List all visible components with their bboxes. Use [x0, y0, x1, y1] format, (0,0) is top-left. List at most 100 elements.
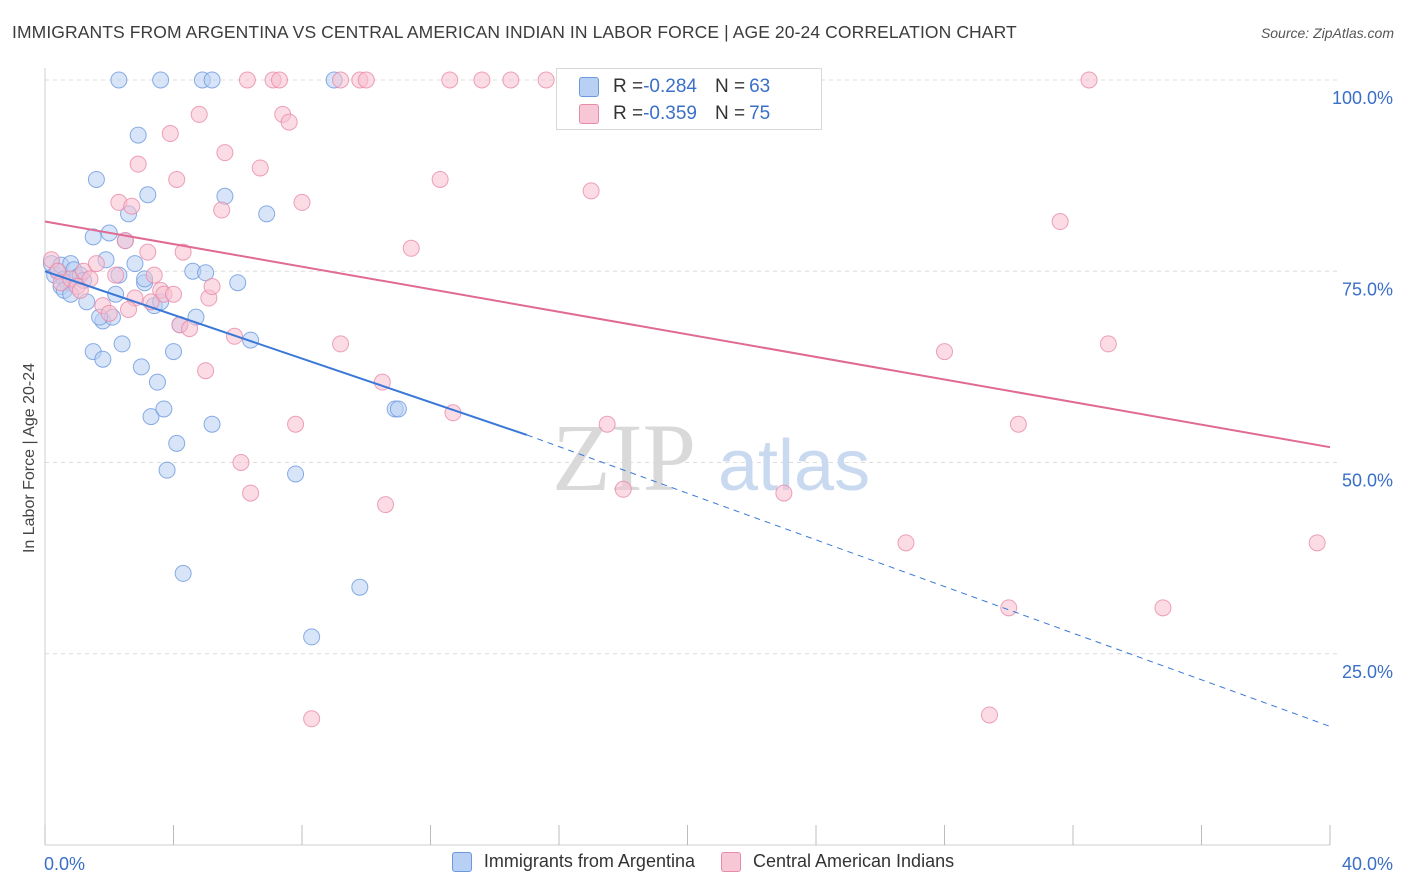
point-argentina	[258, 205, 276, 223]
data-points	[42, 71, 1326, 728]
trend-line-argentina	[44, 270, 528, 436]
point-argentina	[129, 126, 147, 144]
point-argentina	[87, 170, 105, 188]
point-central-american	[1154, 599, 1172, 617]
point-argentina	[197, 264, 215, 282]
point-central-american	[280, 113, 298, 131]
point-argentina	[148, 373, 166, 391]
point-central-american	[1308, 534, 1326, 552]
legend-swatch-pink	[720, 851, 741, 872]
point-central-american	[107, 266, 125, 284]
bottom-legend: Immigrants from Argentina Central Americ…	[0, 851, 1406, 872]
point-central-american	[216, 144, 234, 162]
point-central-american	[232, 454, 250, 471]
watermark-atlas: atlas	[718, 426, 870, 506]
point-central-american	[1099, 335, 1117, 353]
stats-n-label: N =	[714, 103, 746, 124]
point-central-american	[145, 266, 163, 284]
point-central-american	[120, 301, 138, 318]
point-central-american	[190, 105, 208, 123]
point-central-american	[431, 170, 449, 188]
y-tick-label: 75.0%	[1342, 279, 1393, 299]
point-central-american	[87, 255, 105, 273]
point-argentina	[351, 578, 369, 596]
point-central-american	[1000, 599, 1018, 617]
point-central-american	[271, 71, 289, 89]
chart-title: IMMIGRANTS FROM ARGENTINA VS CENTRAL AME…	[12, 22, 1017, 42]
point-central-american	[897, 534, 915, 552]
point-argentina	[389, 400, 407, 418]
point-central-american	[357, 71, 375, 89]
point-central-american	[377, 496, 395, 514]
legend-swatch-blue	[451, 851, 472, 872]
legend-label-central-american: Central American Indians	[752, 851, 955, 871]
trend-lines	[44, 220, 1331, 727]
stats-r-value: -0.284	[643, 76, 697, 97]
point-argentina	[203, 415, 221, 433]
stats-swatch-blue	[579, 77, 599, 97]
point-central-american	[502, 71, 520, 89]
axes	[44, 68, 1331, 846]
point-argentina	[84, 228, 102, 246]
point-central-american	[441, 71, 459, 89]
y-tick-label: 25.0%	[1342, 662, 1393, 682]
point-central-american	[293, 193, 311, 211]
stats-r-value: -0.359	[643, 103, 697, 124]
point-central-american	[936, 343, 953, 361]
point-central-american	[775, 484, 793, 502]
point-argentina	[158, 461, 176, 479]
point-argentina	[113, 335, 131, 353]
source-label: Source: ZipAtlas.com	[1260, 25, 1394, 41]
point-argentina	[107, 285, 125, 303]
point-argentina	[155, 400, 173, 418]
x-tick-label: 0.0%	[44, 854, 85, 874]
stats-n-value: 63	[749, 76, 771, 97]
gridlines	[45, 79, 1340, 655]
point-central-american	[332, 71, 350, 89]
legend-label-argentina: Immigrants from Argentina	[483, 851, 695, 871]
trend-line-central-american	[44, 220, 1331, 449]
y-tick-label: 50.0%	[1342, 471, 1393, 491]
stats-legend: R = -0.284 N = 63 R = -0.359 N = 75	[556, 68, 822, 130]
stats-r-label: R =	[613, 76, 644, 97]
point-argentina	[126, 255, 144, 273]
point-central-american	[332, 335, 350, 353]
stats-row-argentina: R = -0.284 N = 63	[579, 75, 770, 99]
point-argentina	[139, 186, 157, 204]
point-argentina	[110, 71, 128, 89]
point-central-american	[980, 706, 998, 724]
point-argentina	[229, 274, 247, 292]
point-argentina	[132, 358, 150, 376]
point-argentina	[303, 628, 321, 646]
point-argentina	[94, 350, 112, 368]
legend-item-argentina[interactable]: Immigrants from Argentina	[451, 851, 695, 872]
point-central-american	[1051, 213, 1069, 231]
point-central-american	[287, 415, 305, 433]
point-central-american	[537, 71, 555, 89]
stats-n-value: 75	[749, 103, 771, 124]
point-central-american	[213, 201, 231, 219]
point-central-american	[165, 285, 182, 303]
point-central-american	[402, 239, 420, 257]
point-argentina	[287, 465, 305, 483]
point-argentina	[142, 408, 160, 426]
point-central-american	[139, 243, 157, 261]
legend-item-central-american[interactable]: Central American Indians	[720, 851, 955, 872]
point-argentina	[168, 434, 186, 452]
point-central-american	[174, 243, 192, 261]
point-central-american	[1009, 415, 1027, 433]
point-central-american	[1080, 71, 1098, 89]
point-central-american	[473, 71, 491, 89]
stats-r-label: R =	[613, 103, 644, 124]
point-argentina	[216, 187, 234, 205]
point-argentina	[174, 564, 192, 582]
tick-labels: 100.0% 75.0% 50.0% 25.0% 0.0% 40.0%	[44, 88, 1393, 874]
point-central-american	[614, 480, 632, 498]
point-central-american	[242, 484, 260, 502]
stats-row-central-american: R = -0.359 N = 75	[579, 102, 770, 126]
point-central-american	[303, 710, 321, 728]
point-central-american	[168, 170, 186, 188]
x-tick-label: 40.0%	[1342, 854, 1393, 874]
point-central-american	[251, 159, 269, 177]
